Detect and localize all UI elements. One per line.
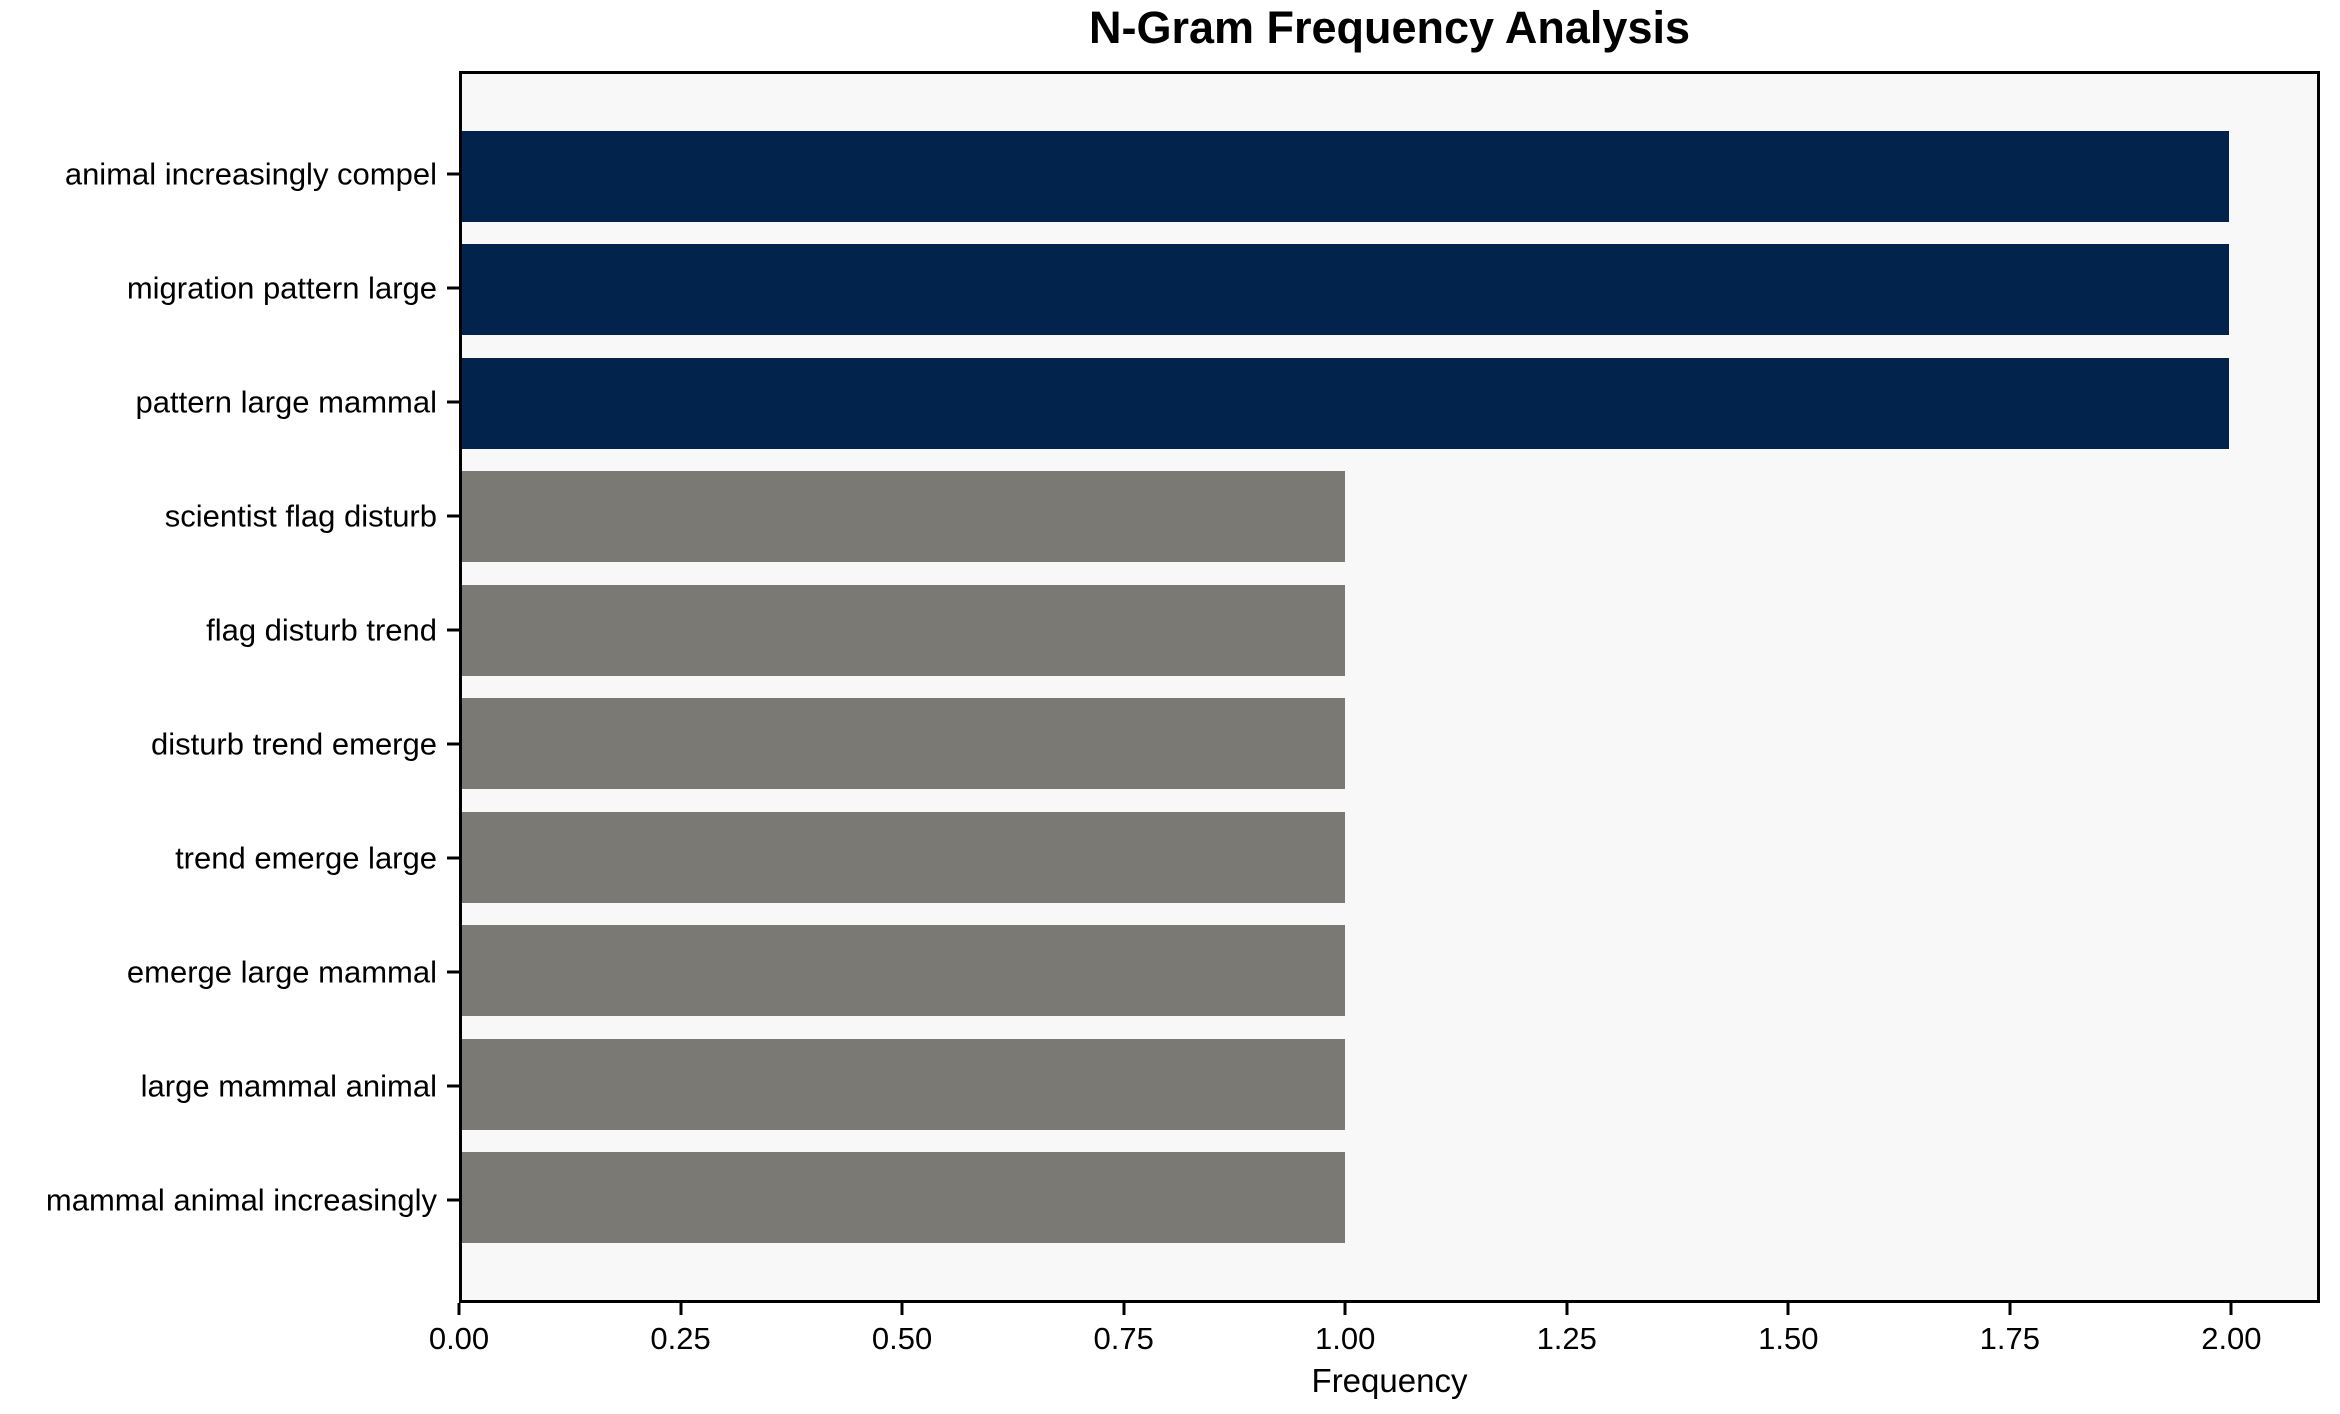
y-tick-mark <box>447 172 459 176</box>
y-tick-label: pattern large mammal <box>135 384 437 420</box>
x-tick-label: 0.75 <box>1093 1321 1154 1356</box>
y-tick-label: animal increasingly compel <box>64 156 437 192</box>
x-axis-ticks <box>457 1303 2320 1315</box>
chart-title: N-Gram Frequency Analysis <box>1088 2 1691 53</box>
y-tick-label: migration pattern large <box>126 270 437 306</box>
y-axis-labels: animal increasingly compel migration patt… <box>0 71 437 1303</box>
y-tick-mark <box>447 628 459 632</box>
y-tick-label: trend emerge large <box>175 840 437 876</box>
bar-disturb-trend-emerge <box>462 698 1346 790</box>
y-tick-mark <box>447 1084 459 1088</box>
y-tick-mark <box>447 286 459 290</box>
x-tick-mark <box>1343 1303 1347 1315</box>
y-tick-mark <box>447 1198 459 1202</box>
y-tick-mark <box>447 742 459 746</box>
x-tick-mark <box>900 1303 904 1315</box>
bar-mammal-animal-increasingly <box>462 1152 1346 1244</box>
bar-migration-pattern-large <box>462 244 2229 336</box>
y-tick-label: scientist flag disturb <box>164 498 437 534</box>
x-tick-label: 0.25 <box>650 1321 711 1356</box>
x-axis-tick-labels: 0.00 0.25 0.50 0.75 1.00 1.25 1.50 1.75 2.00 <box>429 1321 2320 1363</box>
y-tick-label: disturb trend emerge <box>150 726 437 762</box>
bar-animal-increasingly-compel <box>462 130 2229 222</box>
bar-large-mammal-animal <box>462 1038 1346 1130</box>
y-tick-label: large mammal animal <box>140 1068 437 1104</box>
x-tick-label: 0.00 <box>428 1321 490 1356</box>
y-axis-ticks <box>447 71 459 1303</box>
bar-flag-disturb-trend <box>462 584 1346 676</box>
x-tick-mark <box>2229 1303 2233 1315</box>
y-tick-mark <box>447 400 459 404</box>
x-tick-mark <box>1565 1303 1569 1315</box>
x-tick-label: 1.25 <box>1536 1321 1597 1356</box>
x-tick-mark <box>1122 1303 1126 1315</box>
x-tick-mark <box>2008 1303 2012 1315</box>
bar-pattern-large-mammal <box>462 357 2229 449</box>
x-axis-title: Frequency <box>1311 1362 1468 1399</box>
y-tick-label: emerge large mammal <box>126 954 437 990</box>
plot-area <box>459 71 2320 1303</box>
x-tick-mark <box>1786 1303 1790 1315</box>
y-tick-label: flag disturb trend <box>206 612 437 648</box>
bar-scientist-flag-disturb <box>462 471 1346 563</box>
x-tick-label: 2.00 <box>2201 1321 2262 1356</box>
y-tick-mark <box>447 856 459 860</box>
y-tick-mark <box>447 970 459 974</box>
bar-trend-emerge-large <box>462 811 1346 903</box>
x-tick-label: 0.50 <box>871 1321 933 1356</box>
y-tick-mark <box>447 514 459 518</box>
bar-emerge-large-mammal <box>462 925 1346 1017</box>
x-tick-mark <box>679 1303 683 1315</box>
x-tick-label: 1.75 <box>1979 1321 2040 1356</box>
x-tick-label: 1.50 <box>1758 1321 1819 1356</box>
y-tick-label: mammal animal increasingly <box>45 1182 437 1218</box>
x-tick-label: 1.00 <box>1315 1321 1376 1356</box>
x-tick-mark <box>457 1303 461 1315</box>
